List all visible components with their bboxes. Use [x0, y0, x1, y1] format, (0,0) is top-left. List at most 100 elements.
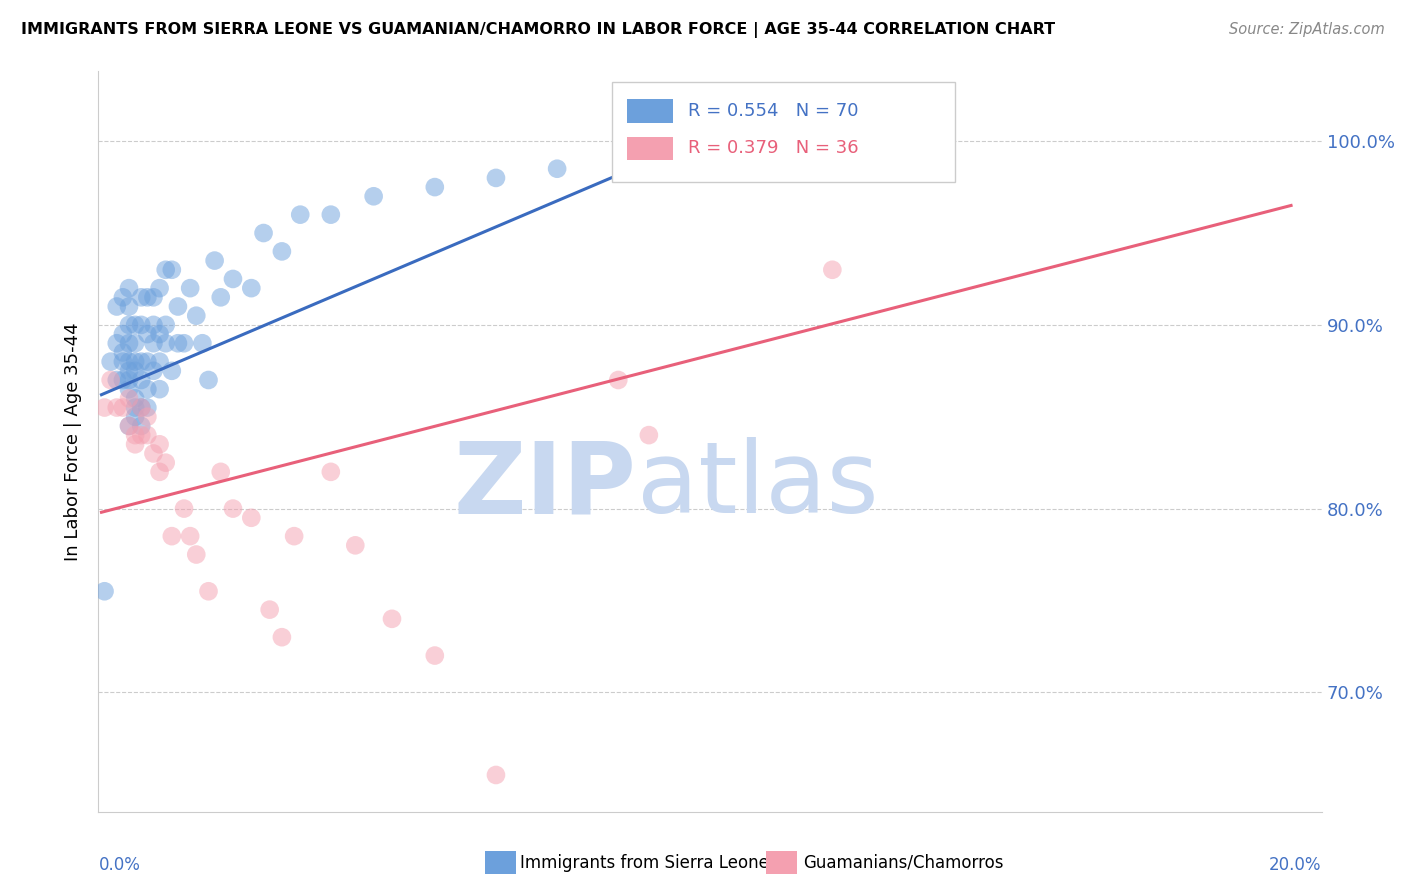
Point: [155, 456, 177, 470]
Point: [270, 630, 292, 644]
Point: [136, 354, 159, 368]
Point: [124, 401, 146, 415]
Point: [197, 584, 219, 599]
Text: R = 0.379   N = 36: R = 0.379 N = 36: [688, 138, 859, 157]
Point: [149, 281, 172, 295]
Text: R = 0.554   N = 70: R = 0.554 N = 70: [688, 102, 859, 120]
Bar: [627, 136, 673, 161]
Point: [129, 428, 152, 442]
Point: [136, 428, 159, 442]
Point: [290, 208, 312, 222]
Point: [546, 161, 568, 176]
Point: [821, 262, 844, 277]
Point: [259, 602, 281, 616]
Point: [118, 354, 141, 368]
Text: IMMIGRANTS FROM SIERRA LEONE VS GUAMANIAN/CHAMORRO IN LABOR FORCE | AGE 35-44 CO: IMMIGRANTS FROM SIERRA LEONE VS GUAMANIA…: [21, 22, 1056, 38]
Point: [142, 364, 165, 378]
Point: [149, 382, 172, 396]
Point: [149, 354, 172, 368]
Point: [344, 538, 367, 552]
Point: [111, 327, 134, 342]
Point: [111, 345, 134, 359]
Point: [637, 428, 661, 442]
Point: [105, 300, 128, 314]
Point: [136, 290, 159, 304]
Point: [204, 253, 226, 268]
Point: [173, 336, 195, 351]
Point: [124, 392, 146, 406]
Point: [118, 392, 141, 406]
Point: [607, 373, 630, 387]
Point: [160, 262, 183, 277]
Text: Source: ZipAtlas.com: Source: ZipAtlas.com: [1229, 22, 1385, 37]
Point: [100, 354, 122, 368]
Point: [222, 272, 245, 286]
Point: [167, 300, 190, 314]
Point: [118, 418, 141, 433]
Point: [197, 373, 219, 387]
Point: [142, 446, 165, 460]
Point: [730, 125, 752, 139]
Point: [129, 401, 152, 415]
Point: [118, 418, 141, 433]
Point: [222, 501, 245, 516]
Point: [160, 364, 183, 378]
Point: [118, 336, 141, 351]
Point: [124, 318, 146, 332]
Point: [136, 382, 159, 396]
Point: [93, 401, 115, 415]
Point: [118, 318, 141, 332]
Point: [283, 529, 305, 543]
Point: [363, 189, 385, 203]
Point: [149, 437, 172, 451]
Point: [111, 290, 134, 304]
Point: [136, 401, 159, 415]
Point: [485, 170, 508, 185]
Point: [136, 409, 159, 424]
Point: [149, 465, 172, 479]
Point: [155, 336, 177, 351]
Point: [93, 584, 115, 599]
Point: [191, 336, 214, 351]
Y-axis label: In Labor Force | Age 35-44: In Labor Force | Age 35-44: [65, 322, 83, 561]
Point: [209, 465, 232, 479]
Point: [118, 364, 141, 378]
Point: [319, 208, 342, 222]
Point: [129, 373, 152, 387]
Point: [129, 354, 152, 368]
FancyBboxPatch shape: [612, 82, 955, 183]
Point: [160, 529, 183, 543]
Point: [124, 428, 146, 442]
Point: [118, 382, 141, 396]
Point: [142, 318, 165, 332]
Point: [423, 180, 446, 194]
Point: [179, 529, 201, 543]
Point: [105, 401, 128, 415]
Point: [252, 226, 274, 240]
Point: [124, 336, 146, 351]
Point: [270, 244, 292, 259]
Point: [155, 262, 177, 277]
Point: [240, 510, 263, 524]
Text: atlas: atlas: [637, 437, 879, 534]
Point: [136, 327, 159, 342]
Point: [155, 318, 177, 332]
Point: [883, 125, 905, 139]
Point: [118, 300, 141, 314]
Point: [124, 437, 146, 451]
Point: [111, 401, 134, 415]
Point: [105, 373, 128, 387]
Point: [186, 309, 208, 323]
Point: [118, 373, 141, 387]
Text: Guamanians/Chamorros: Guamanians/Chamorros: [803, 854, 1004, 871]
Point: [124, 409, 146, 424]
Point: [423, 648, 446, 663]
Point: [186, 548, 208, 562]
Point: [100, 373, 122, 387]
Point: [381, 612, 404, 626]
Text: 0.0%: 0.0%: [98, 856, 141, 874]
Point: [149, 327, 172, 342]
Point: [111, 354, 134, 368]
Point: [129, 401, 152, 415]
Point: [129, 418, 152, 433]
